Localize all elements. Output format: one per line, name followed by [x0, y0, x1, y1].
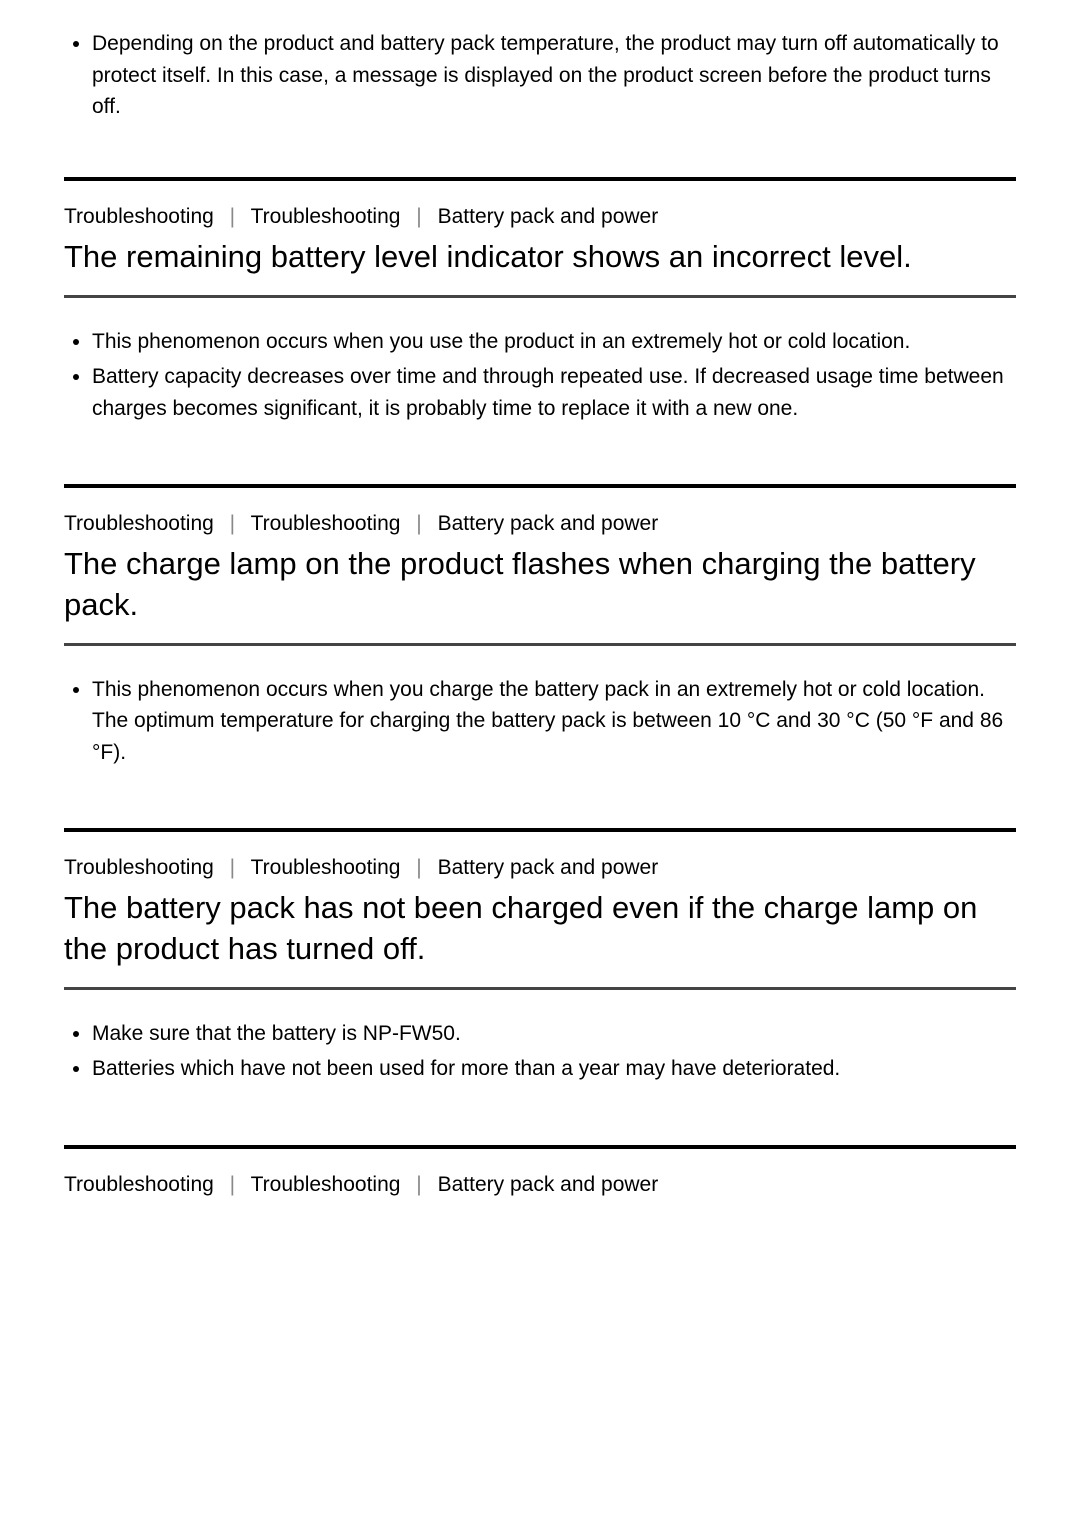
- section-bullet-list: Make sure that the battery is NP-FW50. B…: [0, 990, 1080, 1145]
- breadcrumb-separator: |: [230, 1173, 235, 1196]
- breadcrumb-separator: |: [416, 205, 421, 228]
- breadcrumb-item: Battery pack and power: [438, 512, 659, 535]
- breadcrumb-separator: |: [416, 856, 421, 879]
- breadcrumb-separator: |: [230, 205, 235, 228]
- list-item: Battery capacity decreases over time and…: [92, 361, 1016, 424]
- breadcrumb-item: Battery pack and power: [438, 856, 659, 879]
- breadcrumb-separator: |: [230, 512, 235, 535]
- breadcrumb: Troubleshooting | Troubleshooting | Batt…: [0, 181, 1080, 237]
- breadcrumb-item: Troubleshooting: [251, 205, 401, 228]
- breadcrumb-item: Troubleshooting: [251, 512, 401, 535]
- breadcrumb-item: Troubleshooting: [251, 856, 401, 879]
- breadcrumb: Troubleshooting | Troubleshooting | Batt…: [0, 832, 1080, 888]
- breadcrumb-item: Troubleshooting: [251, 1173, 401, 1196]
- list-item: This phenomenon occurs when you use the …: [92, 326, 1016, 358]
- breadcrumb-separator: |: [230, 856, 235, 879]
- section-title: The battery pack has not been charged ev…: [0, 888, 1080, 987]
- list-item: Make sure that the battery is NP-FW50.: [92, 1018, 1016, 1050]
- breadcrumb-item: Battery pack and power: [438, 205, 659, 228]
- breadcrumb-separator: |: [416, 512, 421, 535]
- breadcrumb-item: Troubleshooting: [64, 205, 214, 228]
- list-item: Depending on the product and battery pac…: [92, 28, 1016, 123]
- breadcrumb-item: Battery pack and power: [438, 1173, 659, 1196]
- breadcrumb-item: Troubleshooting: [64, 856, 214, 879]
- intro-bullet-list: Depending on the product and battery pac…: [0, 0, 1080, 177]
- breadcrumb-separator: |: [416, 1173, 421, 1196]
- list-item: Batteries which have not been used for m…: [92, 1053, 1016, 1085]
- section-title: The charge lamp on the product flashes w…: [0, 544, 1080, 643]
- section-bullet-list: This phenomenon occurs when you charge t…: [0, 646, 1080, 829]
- breadcrumb: Troubleshooting | Troubleshooting | Batt…: [0, 1149, 1080, 1205]
- breadcrumb-item: Troubleshooting: [64, 1173, 214, 1196]
- section-title: The remaining battery level indicator sh…: [0, 237, 1080, 295]
- breadcrumb: Troubleshooting | Troubleshooting | Batt…: [0, 488, 1080, 544]
- breadcrumb-item: Troubleshooting: [64, 512, 214, 535]
- section-bullet-list: This phenomenon occurs when you use the …: [0, 298, 1080, 485]
- list-item: This phenomenon occurs when you charge t…: [92, 674, 1016, 769]
